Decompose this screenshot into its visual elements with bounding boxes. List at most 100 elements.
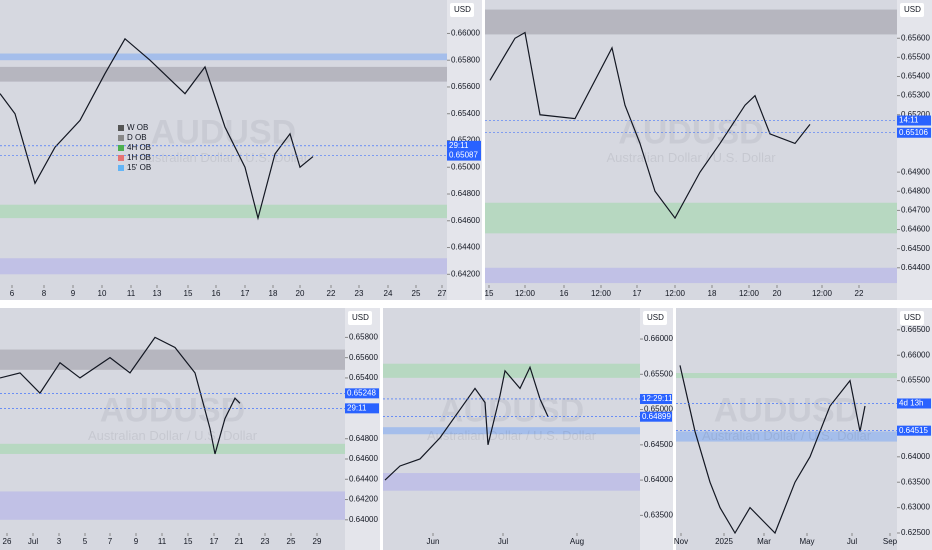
- price-badge-label: 0.65106: [899, 128, 928, 137]
- x-tick-label: 18: [269, 289, 278, 298]
- panel-background: [0, 0, 482, 300]
- price-badge-label: 0.64899: [642, 412, 671, 421]
- price-line: [384, 365, 549, 481]
- currency-box: [900, 311, 924, 325]
- price-badge: [345, 388, 379, 399]
- x-tick-label: 12:00: [591, 289, 612, 298]
- price-badge: [447, 140, 481, 151]
- watermark: AUDUSD: [151, 113, 296, 151]
- y-tick-label: 0.64500: [901, 244, 930, 253]
- panel-background: [485, 0, 932, 300]
- watermark: AUDUSD: [100, 391, 245, 429]
- x-tick-label: 9: [71, 289, 76, 298]
- y-tick-label: 0.65400: [901, 72, 930, 81]
- price-badge-label: 29:11: [449, 141, 469, 150]
- x-tick-label: 26: [3, 537, 12, 546]
- y-tick-label: 0.65400: [451, 109, 480, 118]
- currency-label: USD: [904, 313, 921, 322]
- zone: [0, 491, 345, 520]
- price-badge: [897, 115, 931, 126]
- currency-label: USD: [904, 5, 921, 14]
- x-tick-label: 20: [773, 289, 782, 298]
- y-tick-label: 0.66500: [901, 325, 930, 334]
- x-tick-label: 11: [127, 289, 136, 298]
- x-tick-label: 17: [210, 537, 219, 546]
- x-tick-label: 11: [158, 537, 167, 546]
- legend-swatch: [118, 155, 124, 161]
- y-tick-label: 0.65500: [901, 52, 930, 61]
- legend-swatch: [118, 165, 124, 171]
- legend-label: 4H OB: [127, 143, 151, 152]
- x-tick-label: 25: [412, 289, 421, 298]
- price-badge-label: 12:29:11: [642, 394, 673, 403]
- price-line: [0, 37, 314, 221]
- zone: [0, 66, 447, 82]
- price-badge-label: 0.65248: [347, 388, 376, 397]
- x-tick-label: Jul: [498, 537, 508, 546]
- x-tick-label: 15: [184, 289, 193, 298]
- price-axis: [897, 0, 932, 300]
- x-tick-label: 23: [355, 289, 364, 298]
- price-badge-label: 4d 13h: [899, 399, 923, 408]
- panel-background: [676, 308, 932, 550]
- x-tick-label: 15: [184, 537, 193, 546]
- x-tick-label: 16: [212, 289, 221, 298]
- zone: [0, 53, 447, 61]
- y-tick-label: 0.65600: [901, 33, 930, 42]
- watermark-subtitle: Australian Dollar / U.S. Dollar: [606, 150, 776, 165]
- x-tick-label: 2025: [715, 537, 733, 546]
- y-tick-label: 0.64600: [349, 454, 378, 463]
- zone: [485, 202, 897, 234]
- watermark-subtitle: Australian Dollar / U.S. Dollar: [702, 428, 872, 443]
- y-tick-label: 0.63500: [901, 477, 930, 486]
- x-tick-label: 12:00: [812, 289, 833, 298]
- x-tick-label: 23: [261, 537, 270, 546]
- x-tick-label: Jul: [847, 537, 857, 546]
- price-badge: [897, 398, 931, 409]
- y-tick-label: 0.65800: [349, 333, 378, 342]
- x-tick-label: 29: [313, 537, 322, 546]
- zone: [676, 373, 897, 379]
- price-badge: [640, 393, 672, 404]
- zone: [0, 443, 345, 454]
- price-badge: [345, 403, 379, 414]
- x-tick-label: 17: [633, 289, 642, 298]
- x-tick-label: 10: [98, 289, 107, 298]
- zone: [0, 204, 447, 219]
- currency-box: [643, 311, 667, 325]
- price-badge-label: 14:11: [899, 116, 919, 125]
- x-tick-label: 15: [485, 289, 494, 298]
- y-tick-label: 0.64700: [901, 206, 930, 215]
- y-tick-label: 0.64200: [349, 495, 378, 504]
- price-badge: [447, 150, 481, 161]
- price-badge: [640, 411, 672, 422]
- price-badge: [897, 425, 931, 436]
- currency-box: [348, 311, 372, 325]
- y-tick-label: 0.63500: [644, 510, 673, 519]
- y-tick-label: 0.65500: [644, 369, 673, 378]
- price-badge-label: 0.64515: [899, 426, 928, 435]
- y-tick-label: 0.66000: [644, 334, 673, 343]
- x-tick-label: Jun: [427, 537, 440, 546]
- y-tick-label: 0.65800: [451, 55, 480, 64]
- y-tick-label: 0.66000: [451, 29, 480, 38]
- legend-swatch: [118, 125, 124, 131]
- y-tick-label: 0.64600: [901, 225, 930, 234]
- price-line: [0, 336, 241, 455]
- zone: [383, 473, 640, 491]
- y-tick-label: 0.66000: [901, 350, 930, 359]
- price-badge: [897, 127, 931, 138]
- x-tick-label: 18: [708, 289, 717, 298]
- currency-label: USD: [454, 5, 471, 14]
- x-tick-label: 3: [57, 537, 62, 546]
- y-tick-label: 0.63000: [901, 503, 930, 512]
- y-tick-label: 0.64800: [349, 434, 378, 443]
- x-tick-label: Mar: [757, 537, 771, 546]
- y-tick-label: 0.64500: [644, 440, 673, 449]
- x-tick-label: 22: [855, 289, 864, 298]
- watermark: AUDUSD: [439, 391, 584, 429]
- legend-label: D OB: [127, 133, 147, 142]
- y-tick-label: 0.65200: [901, 110, 930, 119]
- x-tick-label: 12:00: [665, 289, 686, 298]
